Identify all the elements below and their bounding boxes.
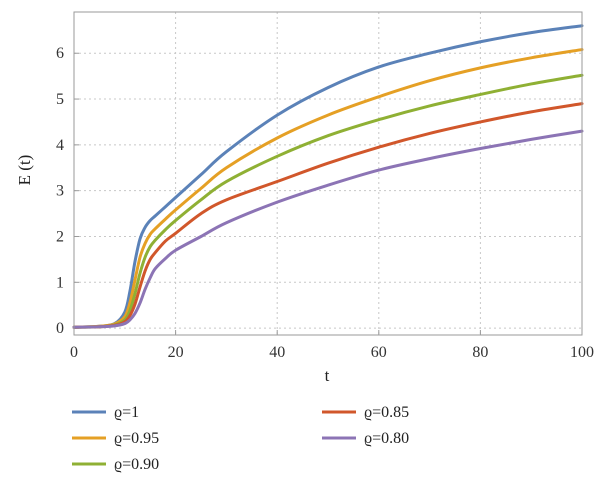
legend: ϱ=1 ϱ=0.95 ϱ=0.90 ϱ=0.85 ϱ=0.80 — [72, 404, 409, 473]
y-tick-label: 0 — [56, 320, 64, 337]
series-lines — [72, 24, 584, 329]
x-tick-label: 20 — [168, 344, 184, 361]
x-tick-label: 0 — [70, 344, 78, 361]
plot-frame — [73, 11, 583, 336]
y-tick-label: 6 — [56, 45, 64, 62]
y-tick-label: 2 — [56, 228, 64, 245]
y-tick-label: 4 — [56, 137, 64, 154]
series-line-2 — [72, 48, 584, 329]
x-tick-label: 80 — [472, 344, 488, 361]
x-tick-label: 40 — [269, 344, 285, 361]
legend-label-3: ϱ=0.90 — [114, 456, 159, 473]
legend-label-1: ϱ=1 — [114, 404, 139, 421]
axes — [73, 11, 583, 336]
y-axis-label: E (t) — [15, 155, 34, 186]
legend-label-4: ϱ=0.85 — [364, 404, 409, 421]
legend-label-2: ϱ=0.95 — [114, 430, 159, 447]
x-axis-label: t — [325, 366, 330, 385]
y-tick-label: 1 — [56, 274, 64, 291]
series-line-5 — [72, 129, 584, 329]
x-tick-label: 100 — [570, 344, 594, 361]
series-line-1 — [72, 24, 584, 329]
tick-labels: 0 20 40 60 80 100 0 1 2 3 4 5 6 — [56, 45, 594, 361]
x-tick-label: 60 — [371, 344, 387, 361]
legend-label-5: ϱ=0.80 — [364, 430, 409, 447]
grid — [73, 12, 583, 335]
y-tick-label: 3 — [56, 183, 64, 200]
y-tick-label: 5 — [56, 91, 64, 108]
series-line-3 — [72, 73, 584, 329]
series-line-4 — [72, 102, 584, 329]
